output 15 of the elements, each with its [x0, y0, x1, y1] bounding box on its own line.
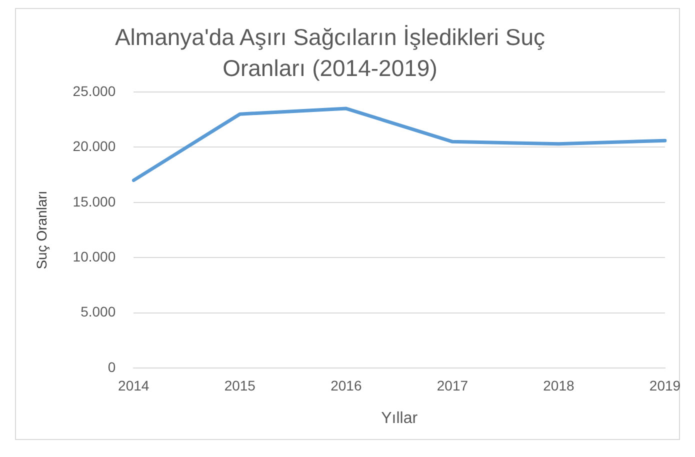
- y-tick-label: 15.000: [72, 193, 116, 210]
- x-tick-label: 2018: [543, 377, 575, 394]
- y-tick-label: 20.000: [72, 138, 116, 154]
- y-tick-label: 25.000: [72, 82, 116, 99]
- y-axis-title: Suç Oranları: [33, 190, 50, 270]
- x-tick-label: 2015: [224, 377, 256, 394]
- x-axis-title: Yıllar: [381, 410, 418, 427]
- x-tick-label: 2019: [649, 377, 681, 394]
- y-tick-label: 0: [108, 358, 116, 375]
- x-tick-label: 2017: [436, 377, 468, 394]
- y-tick-label: 10.000: [72, 248, 116, 264]
- y-tick-label: 5.000: [80, 304, 116, 320]
- chart-title: Almanya'da Aşırı Sağcıların İşledikleri Suç Oranları (2014-2019): [114, 23, 546, 83]
- x-tick-label: 2014: [118, 377, 150, 394]
- x-tick-label: 2016: [330, 377, 362, 394]
